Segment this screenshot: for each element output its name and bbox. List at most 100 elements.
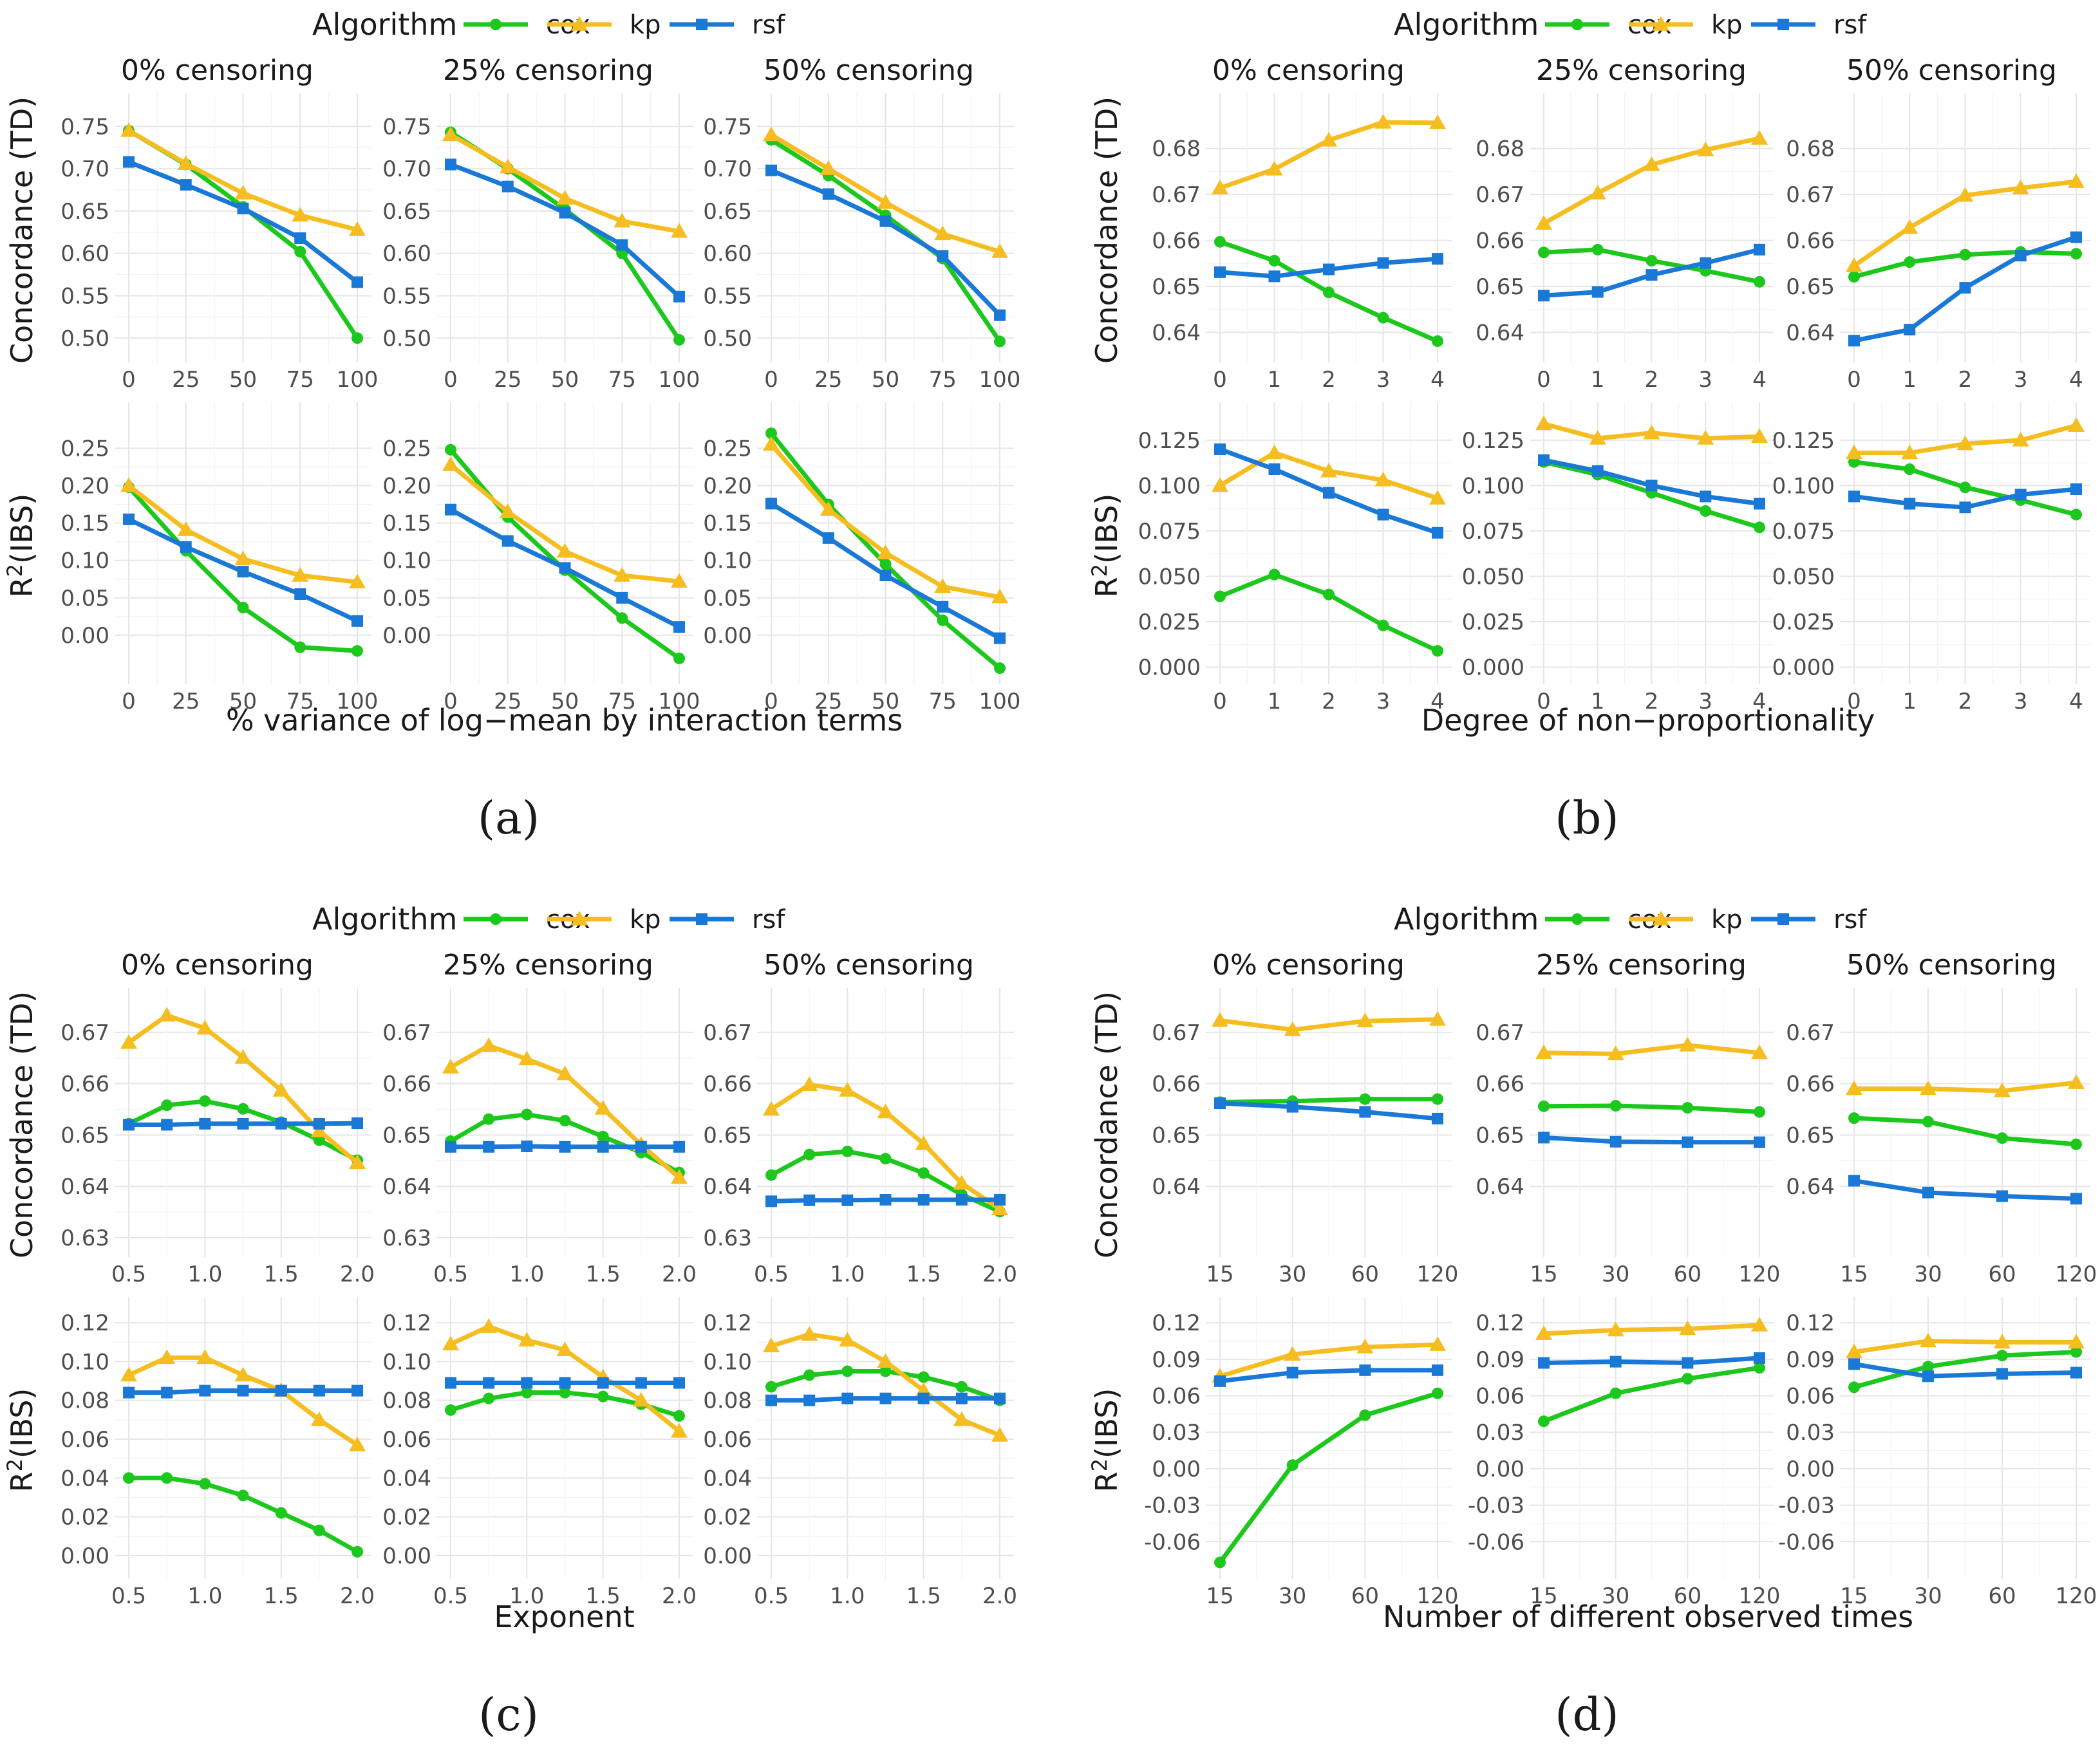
y-tick-label: 0.65	[382, 1123, 431, 1148]
data-point-kp	[614, 212, 631, 228]
data-point-kp	[801, 1326, 818, 1341]
x-tick-label: 3	[2014, 367, 2028, 393]
y-tick-label: 0.67	[1476, 1020, 1524, 1046]
legend-item-rsf: rsf	[1751, 905, 1867, 935]
x-tick-label: 1.5	[264, 1583, 299, 1609]
y-tick-label: 0.00	[1152, 1457, 1201, 1482]
legend-label-kp: kp	[1711, 905, 1743, 935]
x-tick-label: 50	[872, 367, 899, 393]
data-point-kp	[1356, 1012, 1374, 1028]
y-tick-label: 0.64	[1476, 1174, 1524, 1200]
x-tick-label: 2	[1645, 689, 1659, 714]
y-tick-label: -0.06	[1468, 1529, 1524, 1555]
y-tick-label: 0.00	[703, 623, 752, 649]
data-point-kp	[1994, 1082, 2011, 1097]
y-tick-label: 0.60	[61, 241, 109, 267]
facet-concordance-0: 0.50 0.55 0.60 0.65 0.70 0.75 0 25 50 75 100	[61, 93, 378, 393]
data-point-rsf	[521, 1141, 533, 1153]
x-tick-label: 0	[1847, 689, 1861, 714]
x-tick-label: 100	[337, 367, 379, 393]
x-tick-label: 120	[1417, 1583, 1459, 1609]
x-tick-label: 50	[229, 367, 257, 393]
y-tick-label: 0.67	[1476, 182, 1524, 208]
y-tick-label: 0.05	[382, 586, 431, 611]
data-point-kp	[877, 1103, 894, 1119]
data-point-cox	[1848, 271, 1860, 283]
facet-r2-2: 0.000 0.025 0.050 0.075 0.100 0.125 0 1 2 3 4	[1772, 402, 2090, 714]
strip-label: 50% censoring	[764, 949, 974, 982]
data-point-cox	[237, 601, 249, 613]
y-tick-label: 0.50	[61, 326, 109, 351]
y-tick-label: 0.04	[703, 1466, 752, 1491]
x-tick-label: 0.5	[433, 1583, 468, 1609]
x-tick-label: 75	[608, 367, 636, 393]
x-tick-label: 2	[1645, 367, 1659, 393]
data-point-rsf	[1996, 1190, 2008, 1202]
legend-title: Algorithm	[1394, 7, 1539, 42]
y-tick-label: 0.70	[382, 156, 431, 182]
y-tick-label: 0.05	[703, 586, 752, 611]
y-tick-label: 0.68	[1152, 136, 1201, 162]
y-tick-label: 0.64	[61, 1174, 109, 1200]
x-tick-label: 25	[494, 367, 521, 393]
x-tick-label: 2	[1958, 689, 1973, 714]
data-point-cox	[994, 662, 1006, 675]
data-point-rsf	[161, 1386, 173, 1399]
data-point-rsf	[1904, 498, 1916, 510]
y-tick-label: 0.15	[382, 511, 431, 537]
panel-label: (c)	[478, 1688, 539, 1741]
x-tick-label: 0.5	[111, 1262, 146, 1287]
y-tick-label: 0.025	[1772, 610, 1835, 635]
y-tick-label: 0.15	[61, 511, 109, 537]
data-point-rsf	[1754, 1352, 1765, 1364]
data-point-kp	[1589, 185, 1606, 200]
data-point-cox	[1904, 256, 1916, 268]
y-tick-label: 0.67	[1786, 182, 1835, 208]
y-tick-label: 0.66	[703, 1072, 752, 1097]
strip-label: 0% censoring	[121, 949, 314, 982]
data-point-cox	[1922, 1115, 1934, 1128]
data-point-cox	[2070, 248, 2082, 260]
x-tick-label: 0	[764, 689, 778, 714]
legend-marker-rsf	[1777, 19, 1789, 30]
data-point-rsf	[180, 179, 192, 191]
legend-item-kp: kp	[1629, 905, 1743, 935]
y-tick-label: 0.67	[1152, 1020, 1201, 1046]
x-tick-label: 2	[1958, 367, 1973, 393]
data-point-cox	[994, 335, 1006, 348]
data-point-kp	[991, 1426, 1008, 1442]
data-point-cox	[2070, 508, 2082, 521]
data-point-cox	[1996, 1350, 2008, 1362]
x-axis-title: Degree of non−proportionality	[1421, 703, 1875, 738]
y-tick-label: 0.000	[1138, 655, 1201, 681]
y-tick-label: 0.000	[1772, 655, 1835, 681]
series-line-kp	[1219, 1017, 1438, 1032]
data-point-kp	[820, 501, 837, 516]
data-point-kp	[234, 550, 252, 566]
panel-label: (a)	[478, 792, 539, 844]
data-point-cox	[237, 1489, 249, 1502]
y-tick-label: 0.63	[703, 1225, 752, 1251]
data-point-cox	[597, 1130, 609, 1142]
data-point-kp	[1846, 1080, 1862, 1095]
data-point-cox	[803, 1369, 816, 1381]
data-point-rsf	[765, 164, 777, 176]
data-point-kp	[1374, 114, 1392, 129]
y-tick-label: 0.65	[1152, 274, 1201, 300]
data-point-cox	[1214, 236, 1226, 248]
y-tick-label: 0.08	[61, 1388, 109, 1414]
data-point-rsf	[1682, 1136, 1694, 1148]
y-tick-label: 0.12	[61, 1310, 109, 1336]
data-point-rsf	[955, 1193, 968, 1206]
data-point-rsf	[1645, 269, 1658, 281]
y-tick-label: 0.64	[382, 1174, 431, 1200]
y-tick-label: -0.06	[1778, 1529, 1835, 1555]
data-point-rsf	[1377, 508, 1389, 521]
data-point-rsf	[673, 1377, 685, 1389]
data-point-cox	[352, 645, 363, 657]
y-tick-label: 0.08	[703, 1388, 752, 1414]
data-point-rsf	[237, 1384, 249, 1397]
y-tick-label: 0.00	[1476, 1457, 1524, 1482]
data-point-cox	[445, 1404, 456, 1416]
